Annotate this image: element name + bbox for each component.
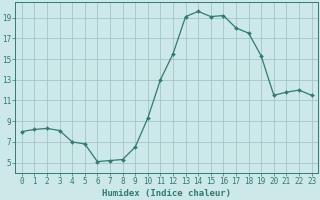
X-axis label: Humidex (Indice chaleur): Humidex (Indice chaleur) [102, 189, 231, 198]
